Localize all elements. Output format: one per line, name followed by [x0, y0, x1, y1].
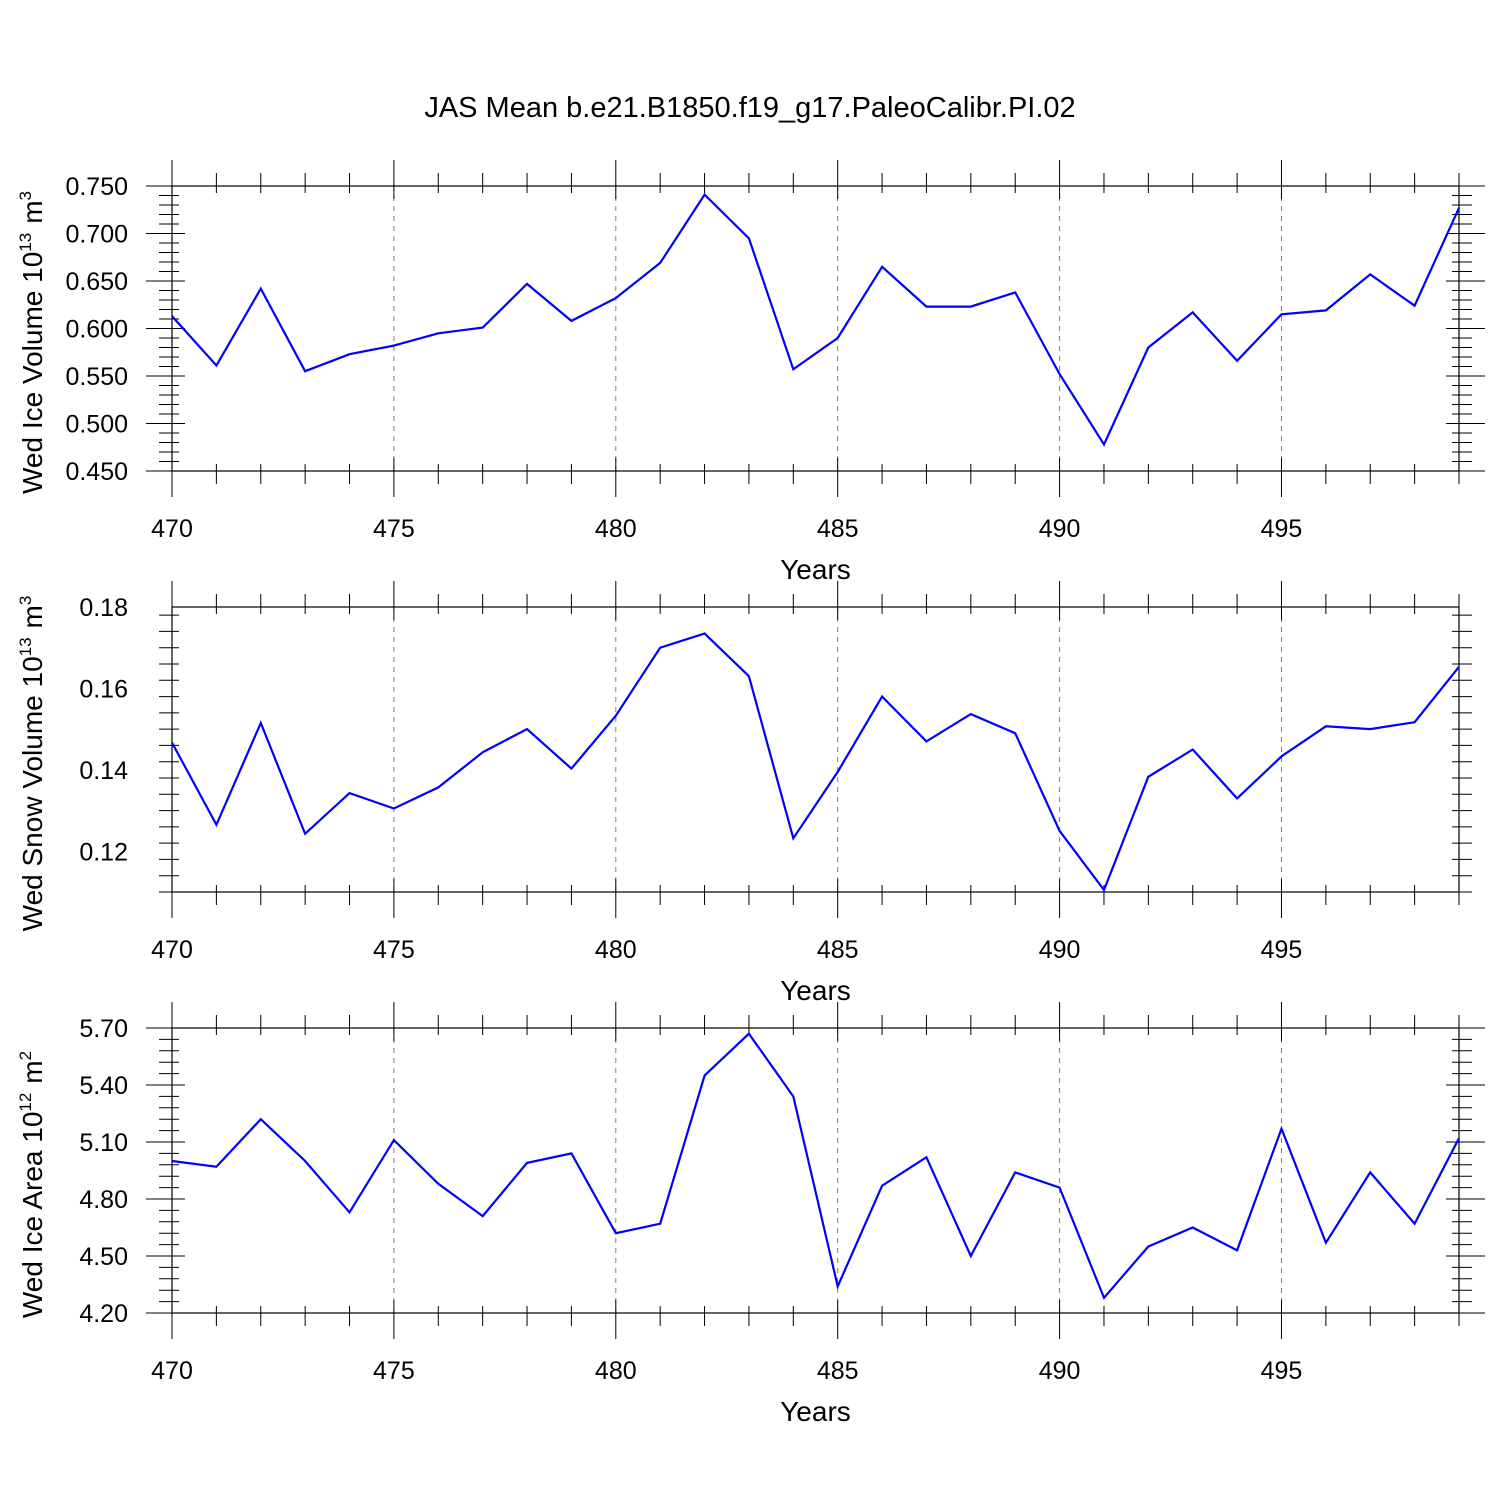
chart-panel-ice-volume: 470 475 480 485 490 495 0.450 0.500 0.550 0.600 0.…: [16, 160, 1485, 585]
y-tick-label: 4.20: [79, 1300, 128, 1328]
y-axis-title-part: Wed Snow Volume 10: [17, 656, 48, 931]
x-tick-label: 490: [1039, 1357, 1081, 1385]
x-tick-label: 490: [1039, 936, 1081, 964]
y-tick-label: 0.650: [65, 268, 128, 296]
y-axis-title-part: Wed Ice Volume 10: [17, 252, 48, 494]
chart-panel-snow-volume: 470 475 480 485 490 495 0.12 0.14 0.16 0.18 Years W…: [16, 581, 1472, 1006]
x-tick-label: 495: [1261, 1357, 1303, 1385]
y-tick-label: 0.500: [65, 411, 128, 439]
y-tick-label: 0.16: [79, 675, 128, 703]
plot-frame: [172, 186, 1459, 471]
y-tick-label: 0.700: [65, 221, 128, 249]
series-line-ice-area: [172, 1034, 1459, 1298]
y-tick-label: 5.40: [79, 1072, 128, 1100]
y-axis-title-superscript: 3: [16, 596, 35, 605]
x-tick-label: 485: [817, 1357, 859, 1385]
y-axis-title-superscript: 13: [16, 233, 35, 252]
x-tick-label: 475: [373, 1357, 415, 1385]
series-line-ice-volume: [172, 195, 1459, 445]
y-axis-title: Wed Snow Volume 1013 m3: [16, 596, 48, 932]
x-axis-title: Years: [780, 1396, 851, 1427]
y-axis-title-part: m: [17, 605, 48, 628]
x-tick-label: 490: [1039, 515, 1081, 543]
x-axis-title: Years: [780, 975, 851, 1006]
x-tick-label: 475: [373, 515, 415, 543]
y-axis-title: Wed Ice Area 1012 m2: [16, 1051, 48, 1318]
x-tick-label: 480: [595, 1357, 637, 1385]
x-tick-label: 495: [1261, 515, 1303, 543]
y-tick-label: 0.450: [65, 458, 128, 486]
y-axis-title-superscript: 2: [16, 1051, 35, 1060]
y-axis-title-superscript: 12: [16, 1093, 35, 1112]
y-axis-title-part: m: [17, 1060, 48, 1083]
x-tick-label: 470: [151, 1357, 193, 1385]
y-tick-label: 0.750: [65, 173, 128, 201]
y-tick-label: 0.14: [79, 757, 128, 785]
plot-frame: [172, 607, 1459, 892]
y-tick-label: 0.550: [65, 363, 128, 391]
chart-panel-ice-area: 470 475 480 485 490 495 4.20 4.50 4.80 5.10 5.40 5.…: [16, 1002, 1485, 1427]
chart-title: JAS Mean b.e21.B1850.f19_g17.PaleoCalibr…: [0, 92, 1500, 125]
x-axis-title: Years: [780, 554, 851, 585]
x-tick-label: 480: [595, 936, 637, 964]
y-tick-label: 0.12: [79, 838, 128, 866]
y-axis-title-part: m: [17, 200, 48, 223]
x-tick-label: 470: [151, 936, 193, 964]
y-tick-label: 5.70: [79, 1015, 128, 1043]
x-tick-label: 470: [151, 515, 193, 543]
y-tick-label: 0.18: [79, 594, 128, 622]
y-tick-label: 4.50: [79, 1243, 128, 1271]
x-tick-label: 495: [1261, 936, 1303, 964]
y-tick-label: 5.10: [79, 1129, 128, 1157]
x-tick-label: 485: [817, 515, 859, 543]
y-axis-title-superscript: 13: [16, 637, 35, 656]
series-line-snow-volume: [172, 634, 1459, 891]
x-tick-label: 485: [817, 936, 859, 964]
y-tick-label: 4.80: [79, 1186, 128, 1214]
x-tick-label: 480: [595, 515, 637, 543]
y-axis-title: Wed Ice Volume 1013 m3: [16, 191, 48, 494]
x-tick-label: 475: [373, 936, 415, 964]
y-tick-label: 0.600: [65, 316, 128, 344]
y-axis-title-part: Wed Ice Area 10: [17, 1112, 48, 1319]
y-axis-title-superscript: 3: [16, 191, 35, 200]
